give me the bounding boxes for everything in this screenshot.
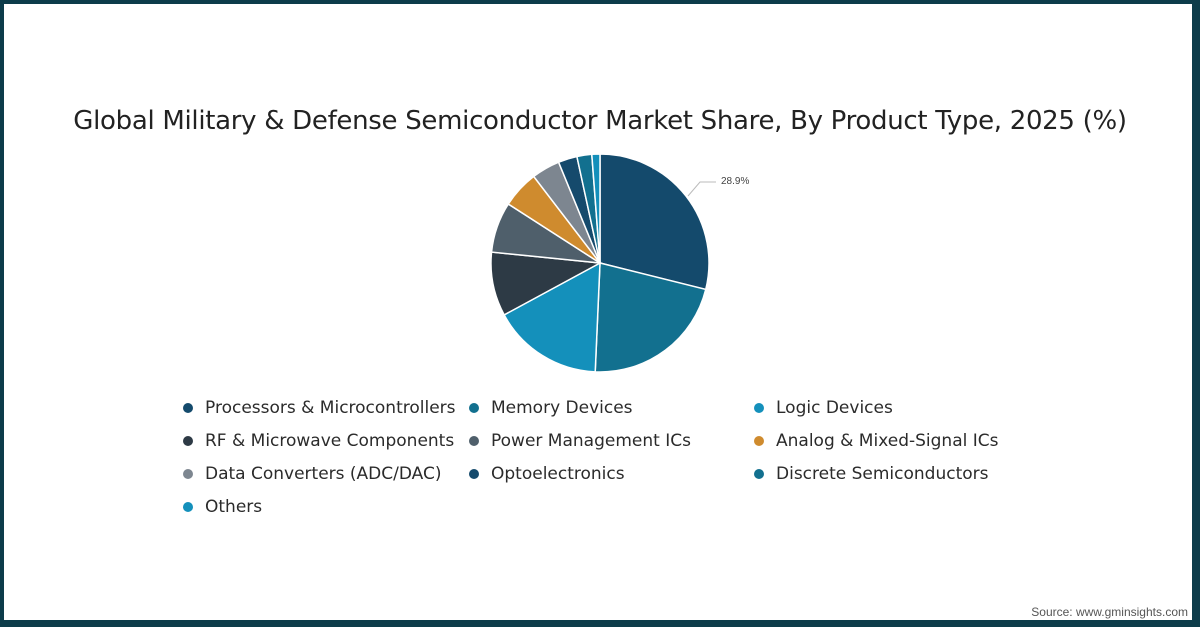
legend-item-analog[interactable]: Analog & Mixed-Signal ICs	[754, 431, 998, 451]
legend-item-memory[interactable]: Memory Devices	[469, 398, 633, 418]
pie-slice[interactable]	[599, 153, 710, 291]
legend-dot-icon	[469, 436, 479, 446]
legend-item-processors[interactable]: Processors & Microcontrollers	[183, 398, 456, 418]
legend-item-data-converters[interactable]: Data Converters (ADC/DAC)	[183, 464, 442, 484]
legend-item-others[interactable]: Others	[183, 497, 262, 517]
legend-item-optoelectronics[interactable]: Optoelectronics	[469, 464, 625, 484]
legend-dot-icon	[183, 403, 193, 413]
pie-slices	[490, 153, 710, 373]
legend-label: Processors & Microcontrollers	[205, 398, 456, 418]
legend-label: Others	[205, 497, 263, 517]
source-note: Source: www.gminsights.com	[1031, 605, 1188, 619]
pie-slice[interactable]	[594, 262, 707, 373]
label-leader-line	[687, 181, 716, 197]
legend-dot-icon	[183, 436, 193, 446]
legend-label: Logic Devices	[776, 398, 893, 418]
legend-dot-icon	[469, 403, 479, 413]
legend-label: Memory Devices	[491, 398, 633, 418]
legend-item-rf[interactable]: RF & Microwave Components	[183, 431, 454, 451]
legend-label: Power Management ICs	[491, 431, 691, 451]
legend-dot-icon	[754, 403, 764, 413]
legend-label: Discrete Semiconductors	[776, 464, 989, 484]
legend-dot-icon	[754, 469, 764, 479]
pie-slice[interactable]	[503, 261, 601, 373]
legend-label: Data Converters (ADC/DAC)	[205, 464, 442, 484]
chart-title: Global Military & Defense Semiconductor …	[73, 106, 1127, 136]
legend-dot-icon	[183, 469, 193, 479]
legend-item-discrete[interactable]: Discrete Semiconductors	[754, 464, 989, 484]
legend-label: Optoelectronics	[491, 464, 625, 484]
legend-item-power[interactable]: Power Management ICs	[469, 431, 691, 451]
legend-label: Analog & Mixed-Signal ICs	[776, 431, 999, 451]
legend-dot-icon	[469, 469, 479, 479]
legend-dot-icon	[754, 436, 764, 446]
legend-label: RF & Microwave Components	[205, 431, 455, 451]
pie-slice[interactable]	[590, 153, 601, 264]
legend-item-logic[interactable]: Logic Devices	[754, 398, 893, 418]
slice-label-processors: 28.9%	[721, 176, 749, 187]
legend-dot-icon	[183, 502, 193, 512]
